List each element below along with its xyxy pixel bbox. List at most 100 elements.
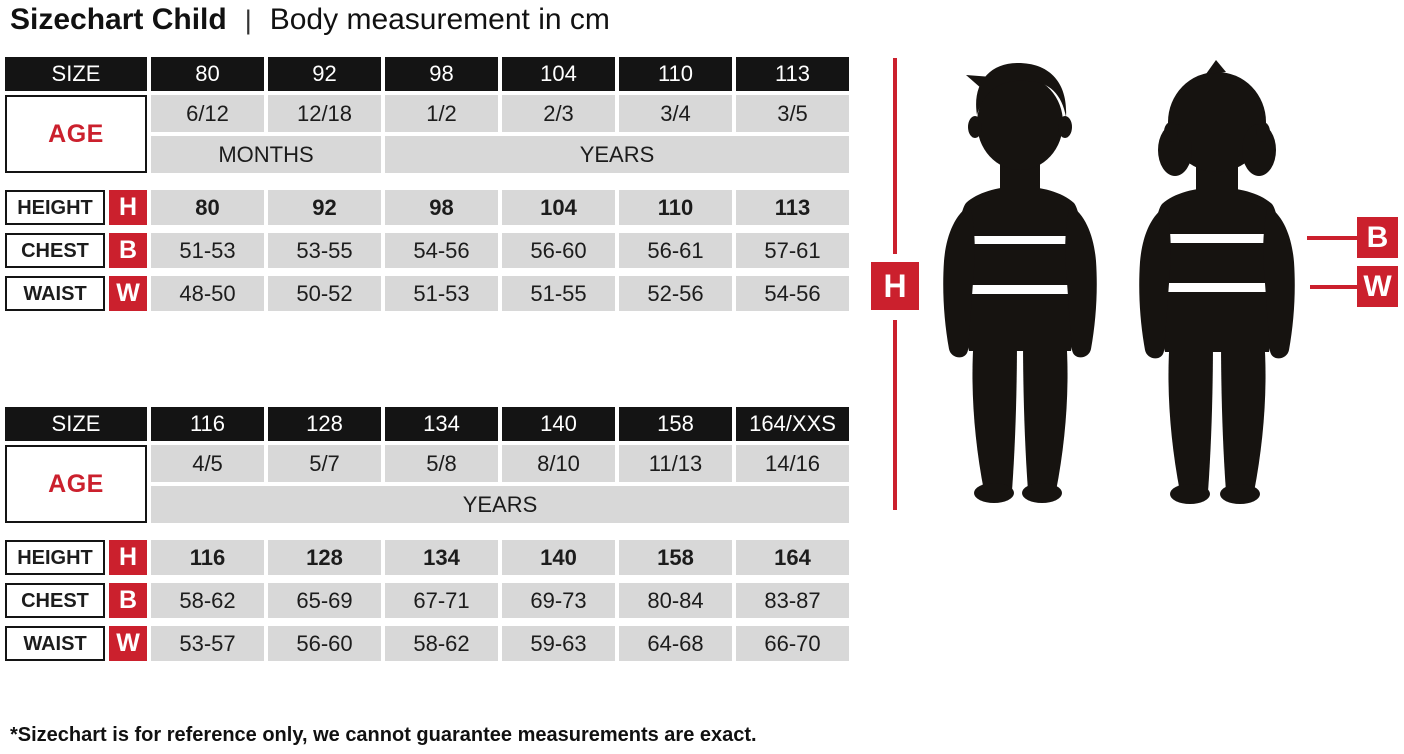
height-value: 158	[619, 540, 732, 575]
waist-label: WAIST	[5, 276, 105, 311]
size-cell: 116	[151, 407, 264, 441]
height-value: 140	[502, 540, 615, 575]
table2-header-grid: SIZE 116 128 134 140 158 164/XXS AGE 4/5 5/7 5/8 8/…	[5, 407, 855, 523]
chest-value: 56-61	[619, 233, 732, 268]
height-value: 113	[736, 190, 849, 225]
boy-silhouette-icon	[943, 63, 1097, 503]
chest-letter-badge: B	[109, 583, 147, 618]
height-label: HEIGHT	[5, 540, 105, 575]
size-cell: 128	[268, 407, 381, 441]
chest-letter-badge: B	[109, 233, 147, 268]
height-value: 116	[151, 540, 264, 575]
waist-value: 64-68	[619, 626, 732, 661]
waist-label: WAIST	[5, 626, 105, 661]
title-subtitle: Body measurement in cm	[269, 3, 610, 36]
chest-value: 51-53	[151, 233, 264, 268]
height-value: 110	[619, 190, 732, 225]
waist-value: 66-70	[736, 626, 849, 661]
age-cell: 12/18	[268, 95, 381, 132]
age-cell: 11/13	[619, 445, 732, 482]
chest-value: 65-69	[268, 583, 381, 618]
size-cell: 110	[619, 57, 732, 91]
waist-pointer-line	[1310, 285, 1357, 289]
waist-value: 52-56	[619, 276, 732, 311]
waist-value: 50-52	[268, 276, 381, 311]
height-line-top	[893, 58, 897, 254]
chest-value: 56-60	[502, 233, 615, 268]
age-header: AGE	[5, 95, 147, 173]
waist-value: 51-55	[502, 276, 615, 311]
height-line-bottom	[893, 320, 897, 510]
chest-value: 67-71	[385, 583, 498, 618]
chest-value: 57-61	[736, 233, 849, 268]
waist-letter-badge: W	[109, 626, 147, 661]
chest-value: 83-87	[736, 583, 849, 618]
chest-label: CHEST	[5, 233, 105, 268]
chest-value: 53-55	[268, 233, 381, 268]
size-cell: 158	[619, 407, 732, 441]
height-value: 104	[502, 190, 615, 225]
age-cell: 1/2	[385, 95, 498, 132]
age-unit-cell: YEARS	[151, 486, 849, 523]
waist-letter-badge: W	[109, 276, 147, 311]
age-cell: 8/10	[502, 445, 615, 482]
age-cell: 4/5	[151, 445, 264, 482]
height-letter-badge: H	[109, 540, 147, 575]
chest-value: 69-73	[502, 583, 615, 618]
waist-value: 53-57	[151, 626, 264, 661]
age-header: AGE	[5, 445, 147, 523]
height-value: 164	[736, 540, 849, 575]
table1-header-grid: SIZE 80 92 98 104 110 113 AGE 6/12 12/18 1/2 2/3 3/4…	[5, 57, 855, 173]
size-cell: 113	[736, 57, 849, 91]
measurement-figure: H	[860, 40, 1404, 520]
waist-value: 48-50	[151, 276, 264, 311]
age-cell: 14/16	[736, 445, 849, 482]
age-cell: 5/8	[385, 445, 498, 482]
size-cell: 140	[502, 407, 615, 441]
age-cell: 2/3	[502, 95, 615, 132]
size-table-large: SIZE 116 128 134 140 158 164/XXS AGE 4/5 5/7 5/8 8/…	[5, 407, 855, 661]
chest-value: 80-84	[619, 583, 732, 618]
waist-value: 54-56	[736, 276, 849, 311]
height-value: 80	[151, 190, 264, 225]
page-title: Sizechart Child | Body measurement in cm	[10, 3, 610, 37]
table1-measure-grid: HEIGHT H 80 92 98 104 110 113 CHEST B 51-53 53-55 54…	[5, 190, 855, 311]
title-separator: |	[244, 5, 252, 35]
waist-value: 56-60	[268, 626, 381, 661]
chest-label: CHEST	[5, 583, 105, 618]
title-main: Sizechart Child	[10, 3, 227, 36]
height-marker-badge: H	[871, 262, 919, 310]
age-cell: 3/5	[736, 95, 849, 132]
age-unit-cell: YEARS	[385, 136, 849, 173]
waist-value: 51-53	[385, 276, 498, 311]
chest-value: 58-62	[151, 583, 264, 618]
waist-value: 58-62	[385, 626, 498, 661]
height-value: 92	[268, 190, 381, 225]
height-letter-badge: H	[109, 190, 147, 225]
footnote: *Sizechart is for reference only, we can…	[10, 724, 757, 746]
size-header: SIZE	[5, 407, 147, 441]
waist-value: 59-63	[502, 626, 615, 661]
height-value: 128	[268, 540, 381, 575]
table2-measure-grid: HEIGHT H 116 128 134 140 158 164 CHEST B 58-62 65-6…	[5, 540, 855, 661]
bust-pointer-line	[1307, 236, 1357, 240]
size-header: SIZE	[5, 57, 147, 91]
girl-silhouette-icon	[1139, 60, 1295, 504]
size-table-small: SIZE 80 92 98 104 110 113 AGE 6/12 12/18 1/2 2/3 3/4…	[5, 57, 855, 311]
chest-value: 54-56	[385, 233, 498, 268]
waist-marker-badge: W	[1357, 266, 1398, 307]
bust-marker-badge: B	[1357, 217, 1398, 258]
age-unit-cell: MONTHS	[151, 136, 381, 173]
size-tables: SIZE 80 92 98 104 110 113 AGE 6/12 12/18 1/2 2/3 3/4…	[5, 57, 855, 661]
size-cell: 164/XXS	[736, 407, 849, 441]
age-cell: 6/12	[151, 95, 264, 132]
size-cell: 98	[385, 57, 498, 91]
height-value: 134	[385, 540, 498, 575]
height-value: 98	[385, 190, 498, 225]
size-cell: 134	[385, 407, 498, 441]
age-cell: 5/7	[268, 445, 381, 482]
size-cell: 104	[502, 57, 615, 91]
height-label: HEIGHT	[5, 190, 105, 225]
size-cell: 80	[151, 57, 264, 91]
